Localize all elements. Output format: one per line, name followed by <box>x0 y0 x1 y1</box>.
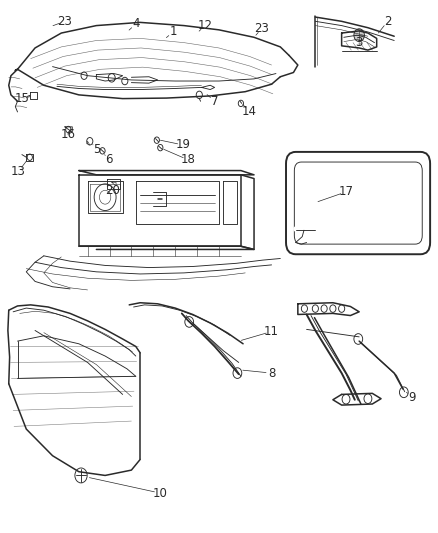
Text: 1: 1 <box>169 26 177 38</box>
Text: 20: 20 <box>106 184 120 197</box>
Text: 18: 18 <box>181 154 196 166</box>
Text: 14: 14 <box>242 106 257 118</box>
Text: 10: 10 <box>152 487 167 499</box>
Text: 2: 2 <box>384 15 392 28</box>
Text: 23: 23 <box>57 15 72 28</box>
Text: 15: 15 <box>14 92 29 105</box>
Text: 5: 5 <box>93 143 100 156</box>
Text: 16: 16 <box>60 128 75 141</box>
Text: 3: 3 <box>356 36 363 49</box>
Text: 8: 8 <box>268 367 275 379</box>
Text: 12: 12 <box>198 19 212 32</box>
Text: 9: 9 <box>408 391 416 403</box>
Text: 13: 13 <box>11 165 26 178</box>
Text: 6: 6 <box>105 154 113 166</box>
Text: 4: 4 <box>132 18 140 30</box>
Text: 11: 11 <box>264 325 279 338</box>
Text: 19: 19 <box>176 139 191 151</box>
Circle shape <box>354 29 364 42</box>
Text: 17: 17 <box>339 185 353 198</box>
Text: 23: 23 <box>254 22 269 35</box>
Text: 7: 7 <box>211 95 219 108</box>
